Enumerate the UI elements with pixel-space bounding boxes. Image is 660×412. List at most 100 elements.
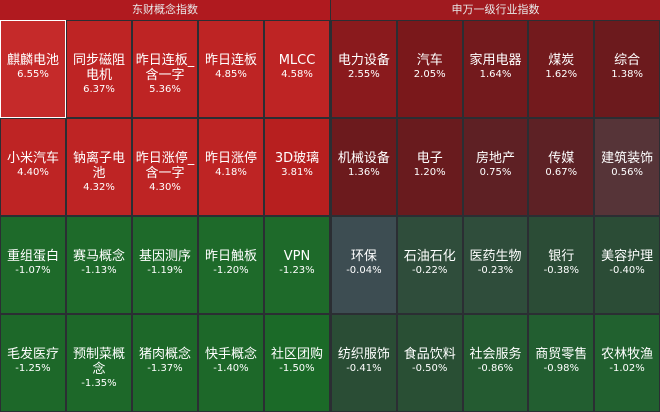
tile-name: 小米汽车 [6, 151, 59, 166]
heatmap-tile[interactable]: 麒麟电池 6.55% [0, 20, 66, 118]
tile-change-percent: 4.85% [215, 69, 247, 80]
heatmap-tile[interactable]: 农林牧渔 -1.02% [594, 314, 660, 412]
heatmap-tile[interactable]: VPN -1.23% [264, 216, 330, 314]
heatmap-tile[interactable]: 重组蛋白 -1.07% [0, 216, 66, 314]
heatmap-tile[interactable]: 同步磁阻电机 6.37% [66, 20, 132, 118]
tile-change-percent: -1.02% [609, 363, 645, 374]
tile-change-percent: -1.23% [279, 265, 315, 276]
tile-change-percent: -1.19% [147, 265, 183, 276]
tile-change-percent: 5.36% [149, 84, 181, 95]
tile-name: 3D玻璃 [274, 151, 320, 166]
tile-change-percent: 4.30% [149, 182, 181, 193]
panel-title: 申万一级行业指数 [331, 0, 660, 20]
heatmap-tile[interactable]: 机械设备 1.36% [331, 118, 397, 216]
heatmap-tile[interactable]: 快手概念 -1.40% [198, 314, 264, 412]
tile-change-percent: 4.58% [281, 69, 313, 80]
tile-change-percent: -0.04% [346, 265, 382, 276]
tile-change-percent: -0.38% [543, 265, 579, 276]
tile-name: 房地产 [475, 151, 515, 166]
tile-name: 家用电器 [469, 53, 522, 68]
tile-name: 银行 [548, 249, 575, 264]
tile-change-percent: -1.40% [213, 363, 249, 374]
tile-name: 电力设备 [337, 53, 390, 68]
heatmap-tile[interactable]: 电子 1.20% [396, 118, 463, 216]
heatmap-tile[interactable]: 房地产 0.75% [462, 118, 529, 216]
heatmap-tile[interactable]: 社区团购 -1.50% [264, 314, 330, 412]
tile-name: MLCC [278, 53, 316, 68]
heatmap-tile[interactable]: 美容护理 -0.40% [594, 216, 660, 314]
tile-name: 昨日触板 [204, 249, 257, 264]
tile-change-percent: 0.56% [611, 167, 643, 178]
tile-change-percent: -0.40% [609, 265, 645, 276]
tile-name: 昨日连板 [204, 53, 257, 68]
tile-name: 钠离子电池 [72, 151, 125, 181]
heatmap-tile[interactable]: 赛马概念 -1.13% [66, 216, 132, 314]
tile-name: 昨日连板_含一字 [135, 53, 195, 83]
heatmap-tile[interactable]: 钠离子电池 4.32% [66, 118, 132, 216]
tile-change-percent: -0.50% [412, 363, 448, 374]
industry-index-panel: 申万一级行业指数 电力设备 2.55% 汽车 2.05% 家用电器 1.64% 煤炭 1.62… [331, 0, 660, 412]
heatmap-tile[interactable]: 昨日连板_含一字 5.36% [132, 20, 198, 118]
heatmap-tile[interactable]: 昨日连板 4.85% [198, 20, 264, 118]
heatmap-tile[interactable]: 商贸零售 -0.98% [528, 314, 595, 412]
heatmap-tile[interactable]: 小米汽车 4.40% [0, 118, 66, 216]
tile-change-percent: -0.22% [412, 265, 448, 276]
heatmap-tile[interactable]: 食品饮料 -0.50% [396, 314, 463, 412]
heatmap-tile[interactable]: 基因测序 -1.19% [132, 216, 198, 314]
tile-change-percent: 1.64% [479, 69, 512, 80]
tile-name: 重组蛋白 [6, 249, 59, 264]
heatmap-tile[interactable]: 猪肉概念 -1.37% [132, 314, 198, 412]
panel-title: 东财概念指数 [0, 0, 330, 20]
heatmap-tile[interactable]: 煤炭 1.62% [528, 20, 595, 118]
heatmap-tile[interactable]: 昨日涨停_含一字 4.30% [132, 118, 198, 216]
tile-change-percent: -0.23% [477, 265, 514, 276]
tile-name: 社区团购 [270, 347, 323, 362]
tile-name: 建筑装饰 [601, 151, 654, 166]
tile-change-percent: -0.98% [543, 363, 579, 374]
heatmap-tile[interactable]: 毛发医疗 -1.25% [0, 314, 66, 412]
heatmap-tile[interactable]: 石油石化 -0.22% [396, 216, 463, 314]
heatmap-tile[interactable]: 家用电器 1.64% [462, 20, 529, 118]
heatmap-tile[interactable]: 社会服务 -0.86% [462, 314, 529, 412]
heatmap-tile[interactable]: 昨日涨停 4.18% [198, 118, 264, 216]
tile-change-percent: 1.36% [348, 167, 380, 178]
tile-name: 社会服务 [469, 347, 522, 362]
heatmap-tile[interactable]: 传媒 0.67% [528, 118, 595, 216]
heatmap-tile[interactable]: MLCC 4.58% [264, 20, 330, 118]
heatmap-tile[interactable]: 综合 1.38% [594, 20, 660, 118]
tile-name: 医药生物 [469, 249, 522, 264]
tile-name: 昨日涨停 [204, 151, 257, 166]
tile-name: 猪肉概念 [138, 347, 191, 362]
heatmap-tile[interactable]: 医药生物 -0.23% [462, 216, 529, 314]
tile-name: 昨日涨停_含一字 [135, 151, 195, 181]
tile-name: 综合 [614, 53, 641, 68]
tile-change-percent: -1.35% [81, 378, 117, 389]
tile-change-percent: 1.38% [611, 69, 643, 80]
tile-name: 纺织服饰 [337, 347, 390, 362]
tile-change-percent: -1.50% [279, 363, 315, 374]
heatmap-tile[interactable]: 昨日触板 -1.20% [198, 216, 264, 314]
tile-change-percent: 2.55% [348, 69, 380, 80]
tile-change-percent: 0.75% [479, 167, 512, 178]
heatmap-tile[interactable]: 建筑装饰 0.56% [594, 118, 660, 216]
tile-name: 快手概念 [204, 347, 257, 362]
tile-name: 农林牧渔 [601, 347, 654, 362]
heatmap-tile[interactable]: 环保 -0.04% [331, 216, 397, 314]
heatmap-tile[interactable]: 预制菜概念 -1.35% [66, 314, 132, 412]
tile-name: 电子 [416, 151, 443, 166]
tile-name: 煤炭 [548, 53, 575, 68]
tile-name: 预制菜概念 [72, 347, 125, 377]
heatmap-tile[interactable]: 纺织服饰 -0.41% [331, 314, 397, 412]
tile-change-percent: 0.67% [545, 167, 578, 178]
tile-change-percent: 6.37% [83, 84, 115, 95]
tile-change-percent: -1.13% [81, 265, 117, 276]
heatmap-tile[interactable]: 3D玻璃 3.81% [264, 118, 330, 216]
tile-change-percent: 1.62% [545, 69, 578, 80]
tile-change-percent: 4.40% [17, 167, 49, 178]
heatmap-tile[interactable]: 汽车 2.05% [396, 20, 463, 118]
tile-change-percent: -1.20% [213, 265, 249, 276]
heatmap-tile[interactable]: 银行 -0.38% [528, 216, 595, 314]
tile-name: 美容护理 [601, 249, 654, 264]
tile-change-percent: -1.07% [15, 265, 51, 276]
heatmap-tile[interactable]: 电力设备 2.55% [331, 20, 397, 118]
